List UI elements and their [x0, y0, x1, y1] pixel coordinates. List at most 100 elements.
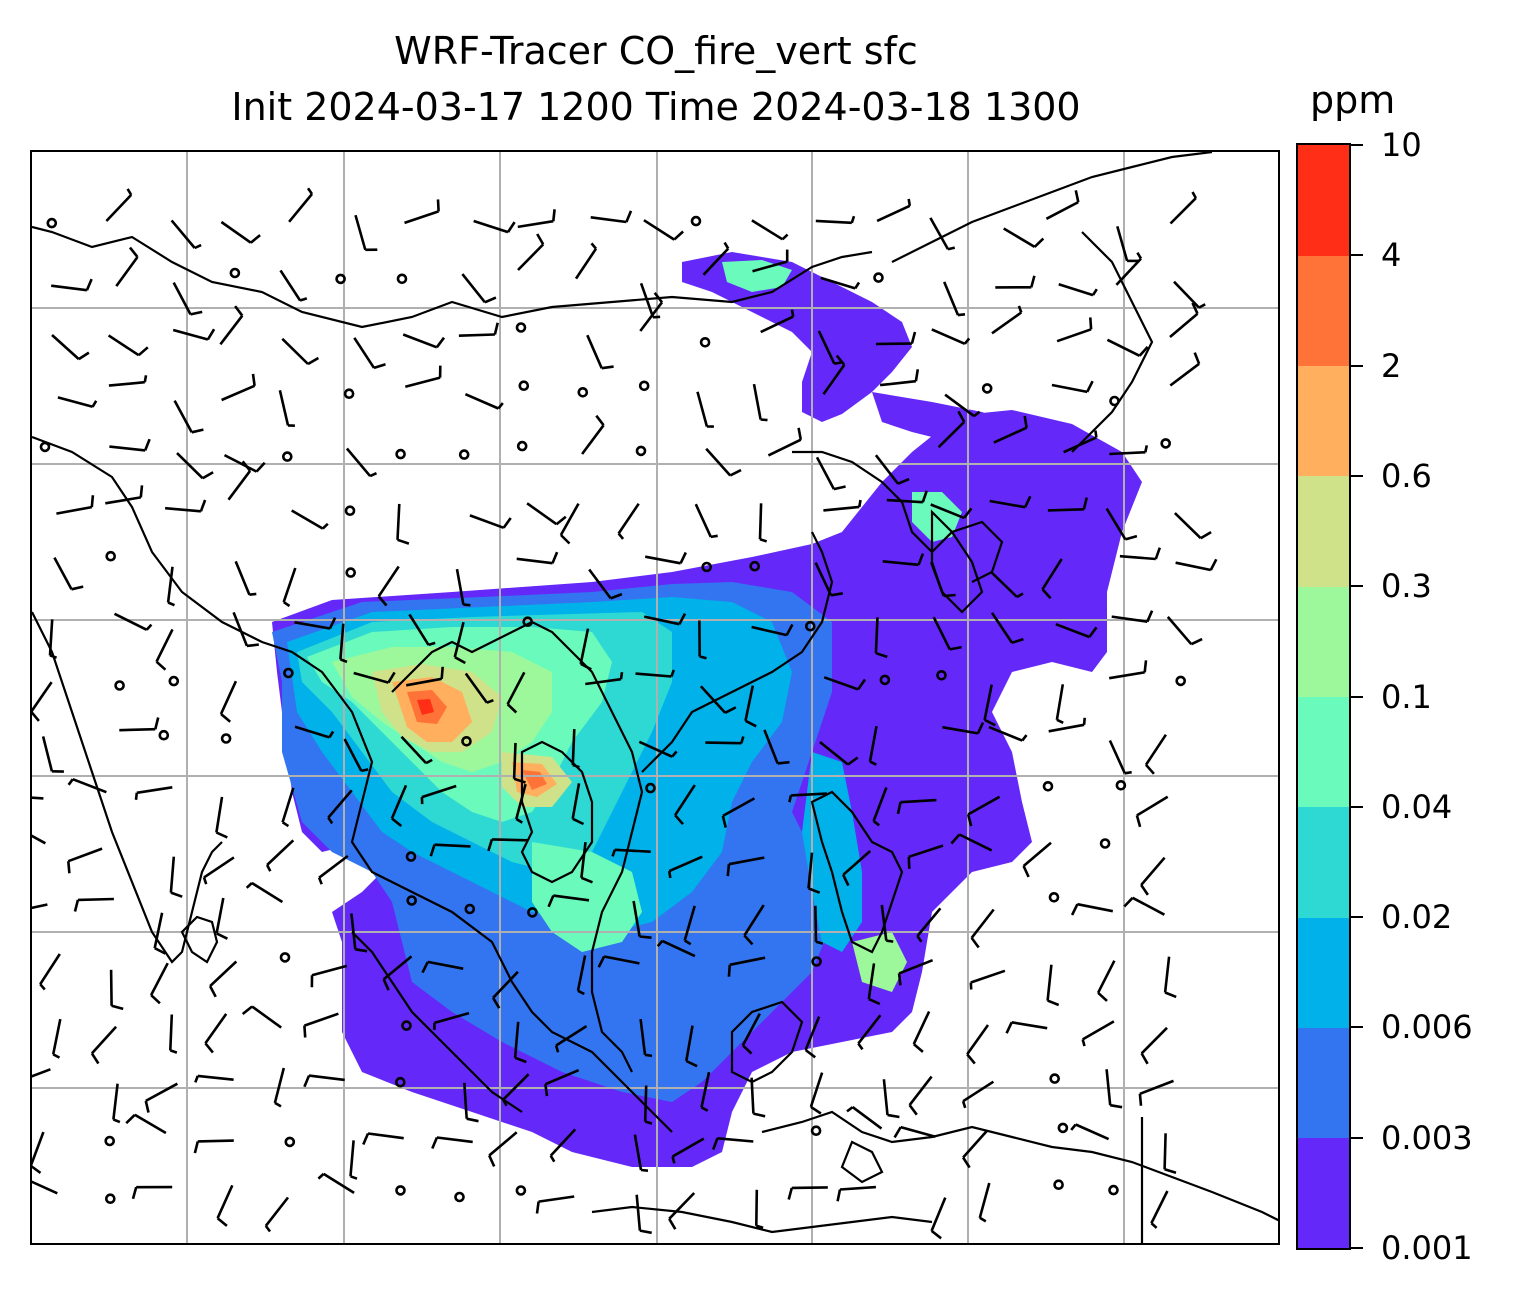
wind-barb-staff	[1163, 956, 1171, 993]
colorbar-tick	[1351, 364, 1363, 367]
wind-barb-flag	[674, 814, 684, 826]
calm-wind-circle	[395, 1185, 406, 1196]
wind-barb-flag	[362, 1132, 370, 1146]
wind-barb-staff	[683, 905, 696, 941]
wind-barb-flag	[513, 777, 526, 784]
wind-barb-flag	[957, 410, 966, 423]
colorbar-tick	[1351, 585, 1363, 588]
colorbar-segment	[1298, 806, 1349, 918]
wind-barb-flag	[215, 831, 228, 839]
wind-barb-flag	[190, 310, 203, 316]
wind-barb-staff	[639, 1018, 647, 1055]
tracer-contour	[872, 392, 1042, 472]
wind-barb-flag	[49, 654, 58, 659]
wind-barb-staff	[382, 955, 413, 981]
wind-barb-staff	[354, 214, 367, 251]
wind-barb-flag	[857, 1042, 864, 1051]
colorbar-tick	[1351, 1136, 1363, 1139]
wind-barb-flag	[355, 948, 368, 953]
tracer-contour	[682, 252, 912, 422]
wind-barb-flag	[1056, 718, 1064, 724]
wind-barb-staff	[767, 438, 802, 457]
wind-barb-staff	[216, 1184, 234, 1219]
wind-barb-flag	[868, 997, 881, 1006]
wind-barb-staff	[696, 391, 709, 427]
wind-barb-staff	[900, 798, 937, 804]
wind-barb-staff	[639, 301, 664, 332]
wind-barb-flag	[1041, 588, 1052, 600]
wind-barb-flag	[435, 336, 446, 349]
wind-barb-flag	[139, 485, 144, 498]
wind-barb-flag	[547, 895, 555, 908]
wind-barb-staff	[1077, 902, 1114, 913]
wind-barb-flag	[966, 1053, 976, 1065]
wind-barb-flag	[726, 864, 731, 877]
calm-wind-circle	[104, 1135, 115, 1147]
calm-wind-circle	[345, 567, 357, 578]
wind-barb-staff	[970, 969, 1006, 984]
wind-barb-staff	[396, 503, 401, 540]
wind-barb-staff	[635, 1194, 642, 1231]
wind-barb-staff	[176, 452, 204, 480]
wind-barb-flag	[679, 551, 687, 564]
wind-barb-staff	[760, 315, 794, 334]
wind-barb-staff	[978, 1182, 991, 1219]
wind-barb-flag	[299, 297, 308, 302]
wind-barb-flag	[321, 522, 329, 530]
calm-wind-circle	[1115, 779, 1127, 791]
wind-barb-flag	[466, 1117, 479, 1123]
wind-barb-staff	[705, 741, 742, 745]
wind-barb-flag	[893, 1126, 902, 1139]
wind-barb-flag	[1200, 530, 1212, 540]
wind-barb-staff	[1166, 616, 1193, 646]
calm-wind-circle	[394, 1076, 406, 1088]
wind-barb-flag	[1033, 237, 1045, 248]
calm-wind-circle	[516, 440, 528, 452]
calm-wind-circle	[515, 322, 527, 333]
wind-barb-staff	[458, 333, 495, 337]
wind-barb-staff	[327, 789, 353, 819]
calm-wind-circle	[343, 388, 355, 399]
wind-barb-flag	[245, 882, 253, 889]
wind-barb-staff	[1108, 671, 1145, 680]
wind-barb-staff	[197, 1139, 234, 1143]
wind-barb-staff	[729, 956, 766, 967]
wind-barb-staff	[264, 1196, 290, 1227]
wind-barb-staff	[538, 1195, 575, 1203]
wind-barb-flag	[67, 861, 71, 874]
wind-barb-staff	[57, 396, 93, 409]
wind-barb-flag	[1144, 445, 1149, 453]
wind-barb-staff	[232, 611, 249, 647]
wind-barb-staff	[819, 740, 849, 766]
calm-wind-circle	[638, 380, 650, 392]
wind-barb-flag	[572, 763, 580, 769]
wind-barb-flag	[1074, 190, 1080, 203]
colorbar-segment	[1298, 1137, 1349, 1249]
wind-barb-flag	[804, 1048, 816, 1059]
coastlines	[32, 152, 1278, 1243]
wind-barb-flag	[595, 414, 605, 426]
wind-barb-flag	[436, 199, 440, 212]
wind-barb-staff	[1048, 723, 1085, 733]
wind-barb-staff	[32, 1131, 45, 1167]
calm-wind-circle	[279, 952, 291, 963]
wind-barb-staff	[311, 964, 348, 977]
wind-barb-flag	[1082, 497, 1088, 510]
calm-wind-circle	[344, 505, 356, 517]
coastline	[180, 915, 219, 964]
calm-wind-circle	[229, 267, 241, 279]
wind-barb-staff	[614, 848, 651, 853]
wind-barb-flag	[1109, 1103, 1123, 1109]
wind-barb-staff	[303, 1012, 339, 1027]
wind-barb-staff	[553, 894, 590, 902]
wind-barb-flag	[1143, 660, 1148, 673]
wind-barb-flag	[1022, 865, 1030, 878]
wind-barb-flag	[907, 198, 912, 207]
wind-barb-staff	[644, 555, 681, 565]
wind-barb-staff	[639, 282, 655, 318]
wind-barb-staff	[402, 333, 438, 349]
wind-barb-flag	[875, 651, 888, 659]
wind-barb-flag	[193, 1141, 200, 1154]
colorbar-segment	[1298, 917, 1349, 1028]
wind-barb-flag	[514, 1056, 527, 1064]
